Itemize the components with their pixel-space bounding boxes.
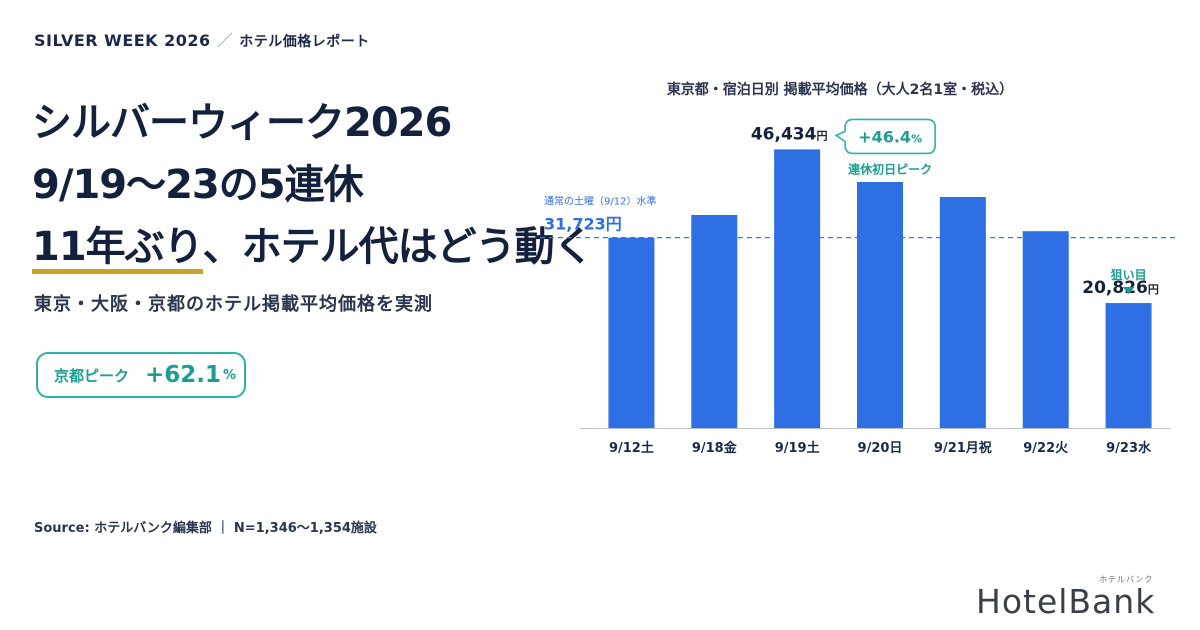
data-label-9/19土: 46,434円 — [751, 124, 828, 144]
headline-line-1: シルバーウィーク2026 — [32, 100, 452, 146]
kyoto-peak-badge: 京都ピーク +62.1 % — [36, 352, 246, 398]
headline-emphasis: 11年ぶり — [32, 216, 204, 278]
annotation-note: 狙い目 — [1111, 268, 1147, 282]
kicker-title: SILVER WEEK 2026 — [34, 31, 211, 50]
kicker-subtitle: ホテル価格レポート — [239, 34, 370, 50]
logo-ruby: ホテルバンク — [1099, 575, 1154, 584]
bar-9/21月祝 — [939, 197, 986, 428]
headline-line-3: 11年ぶり、ホテル代はどう動く — [32, 216, 594, 278]
x-tick-label: 9/18金 — [692, 440, 738, 456]
callout-bubble — [834, 118, 936, 155]
bar-9/18金 — [691, 215, 738, 428]
x-tick-label: 9/19土 — [775, 440, 820, 456]
peak-badge-unit: % — [223, 367, 237, 383]
data-label-unit: 円 — [1148, 283, 1159, 296]
x-tick-label: 9/21月祝 — [934, 440, 992, 456]
report-kicker: SILVER WEEK 2026 ／ ホテル価格レポート — [34, 27, 370, 51]
x-tick-label: 9/23水 — [1106, 440, 1152, 456]
headline: シルバーウィーク2026 9/19～23の5連休 11年ぶり、ホテル代はどう動く — [32, 92, 594, 278]
peak-badge-label: 京都ピーク — [54, 366, 130, 385]
callout-value: +46.4% — [858, 127, 922, 146]
annotation-arrow-icon — [1122, 287, 1135, 295]
bar-9/12土 — [608, 237, 655, 428]
hotelbank-logo: HotelBank ホテルバンク — [976, 575, 1186, 622]
x-tick-label: 9/20日 — [858, 441, 903, 456]
data-label-9/23水: 20,826円 — [1082, 278, 1159, 298]
x-tick-label: 9/12土 — [609, 440, 654, 456]
logo-wordmark: HotelBank — [976, 582, 1156, 621]
price-bar-chart: 東京都・宿泊日別 掲載平均価格（大人2名1室・税込） 通常の土曜（9/12）水準 3… — [540, 81, 1175, 456]
callout-note: 連休初日ピーク — [848, 161, 932, 176]
bar-9/20日 — [857, 182, 903, 428]
chart-title: 東京都・宿泊日別 掲載平均価格（大人2名1室・税込） — [667, 81, 1013, 98]
data-label-unit: 円 — [816, 129, 827, 142]
headline-line-3-rest: 、ホテル代はどう動く — [202, 224, 594, 270]
source-note: Source: ホテルバンク編集部 ｜ N=1,346～1,354施設 — [34, 521, 377, 536]
page-subtitle: 東京・大阪・京都のホテル掲載平均価格を実測 — [34, 294, 433, 315]
bar-9/22火 — [1022, 231, 1069, 428]
reference-line-value: 31,723円 — [544, 215, 622, 234]
headline-line-2: 9/19～23の5連休 — [32, 162, 364, 208]
bar-9/23水 — [1105, 303, 1152, 428]
callout-unit: % — [911, 132, 922, 145]
bar-9/19土 — [774, 149, 821, 428]
reference-line-label: 通常の土曜（9/12）水準 — [544, 195, 656, 208]
x-tick-label: 9/22火 — [1023, 441, 1069, 456]
kicker-separator: ／ — [216, 31, 234, 50]
peak-badge-value: +62.1 — [145, 362, 222, 388]
